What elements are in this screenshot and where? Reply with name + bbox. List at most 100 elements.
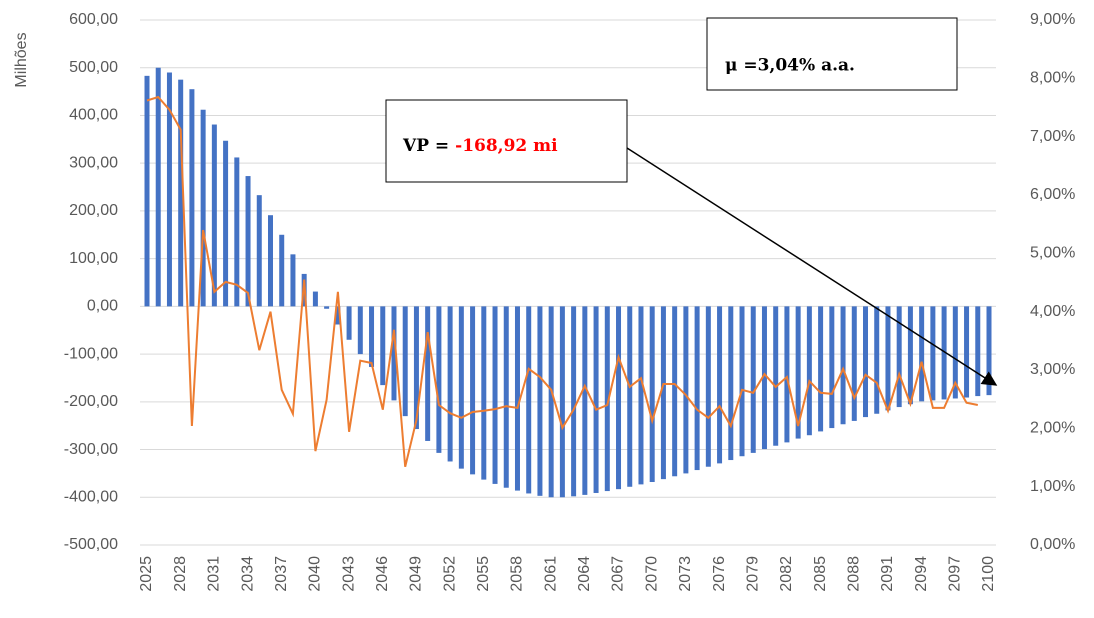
- bar: [717, 306, 723, 464]
- bar: [604, 306, 610, 492]
- annotation-vp-value: -168,92 mi: [455, 136, 558, 156]
- bar: [885, 306, 891, 411]
- x-tick-label: 2097: [947, 556, 964, 592]
- bar: [324, 306, 330, 309]
- bar: [952, 306, 958, 399]
- bar: [907, 306, 913, 405]
- bar: [964, 306, 970, 398]
- bar: [548, 306, 554, 498]
- bar: [919, 306, 925, 402]
- y-tick-label: 100,00: [69, 250, 118, 267]
- bar: [750, 306, 756, 453]
- y-tick-label: 200,00: [69, 202, 118, 219]
- bar: [863, 306, 869, 418]
- x-tick-label: 2091: [879, 556, 896, 592]
- bar: [818, 306, 824, 432]
- x-tick-label: 2052: [441, 556, 458, 592]
- bar: [144, 75, 150, 307]
- x-tick-label: 2025: [138, 556, 155, 592]
- bar: [436, 306, 442, 453]
- x-tick-label: 2088: [845, 556, 862, 592]
- bar: [840, 306, 846, 425]
- annotation-vp: VP = -168,92 mi: [402, 136, 558, 156]
- y-tick-label: 400,00: [69, 107, 118, 124]
- x-tick-label: 2064: [576, 556, 593, 592]
- y-tick-label: -300,00: [64, 441, 118, 458]
- x-tick-label: 2028: [172, 556, 189, 592]
- annotation-mean: μ =3,04% a.a.: [725, 56, 855, 76]
- y-tick-label: 0,00: [87, 298, 118, 315]
- annotation-vp-prefix: VP =: [402, 136, 449, 156]
- bar: [660, 306, 666, 480]
- bar: [941, 306, 947, 400]
- bar: [705, 306, 711, 467]
- x-tick-label: 2094: [913, 556, 930, 592]
- bar: [728, 306, 734, 461]
- y2-tick-label: 1,00%: [1030, 478, 1075, 495]
- bar: [526, 306, 532, 494]
- x-tick-label: 2049: [408, 556, 425, 592]
- line: [146, 95, 978, 468]
- bar: [413, 306, 419, 430]
- annotation-box: [706, 17, 958, 91]
- y2-tick-label: 4,00%: [1030, 303, 1075, 320]
- x-tick-label: 2076: [711, 556, 728, 592]
- bar: [537, 306, 543, 496]
- y2-tick-label: 6,00%: [1030, 186, 1075, 203]
- bar: [211, 124, 217, 307]
- bar: [582, 306, 588, 495]
- y-tick-label: 500,00: [69, 59, 118, 76]
- x-tick-label: 2067: [610, 556, 627, 592]
- x-tick-label: 2058: [509, 556, 526, 592]
- annotation-box: [385, 99, 628, 183]
- bar: [683, 306, 689, 474]
- x-tick-label: 2079: [744, 556, 761, 592]
- y-tick-label: 300,00: [69, 154, 118, 171]
- annotation-arrow: [626, 147, 998, 386]
- bar: [874, 306, 880, 414]
- bar: [425, 306, 431, 441]
- bar: [694, 306, 700, 471]
- bar: [290, 254, 296, 307]
- bar: [761, 306, 767, 450]
- bar: [245, 176, 251, 307]
- x-tick-label: 2055: [475, 556, 492, 592]
- bar: [458, 306, 464, 469]
- bar: [795, 306, 801, 439]
- x-tick-label: 2037: [273, 556, 290, 592]
- bar: [267, 215, 273, 307]
- x-tick-label: 2073: [677, 556, 694, 592]
- bar: [369, 306, 375, 367]
- bar: [470, 306, 476, 475]
- bar: [559, 306, 565, 498]
- plot-area: -500,00 -400,00 -300,00 -200,00 -100,00 0,00 1…: [64, 11, 1076, 591]
- x-tick-label: 2046: [374, 556, 391, 592]
- bar: [616, 306, 622, 490]
- bar: [672, 306, 678, 477]
- bar: [335, 306, 341, 325]
- y2-tick-label: 5,00%: [1030, 245, 1075, 262]
- bar: [346, 306, 352, 340]
- bar: [402, 306, 408, 417]
- bar: [256, 195, 262, 307]
- x-tick-label: 2061: [542, 556, 559, 592]
- x-tick-label: 2070: [643, 556, 660, 592]
- y-tick-label: -200,00: [64, 393, 118, 410]
- y-tick-label: -100,00: [64, 345, 118, 362]
- y-tick-label: -400,00: [64, 488, 118, 505]
- bar: [166, 72, 172, 307]
- x-tick-label: 2040: [307, 556, 324, 592]
- bar: [380, 306, 386, 386]
- bar: [357, 306, 363, 355]
- y-tick-label: 600,00: [69, 11, 118, 28]
- bar: [391, 306, 397, 401]
- bar: [975, 306, 981, 397]
- bar: [829, 306, 835, 429]
- bar: [514, 306, 520, 491]
- bar: [806, 306, 812, 436]
- bar: [447, 306, 453, 462]
- bar: [492, 306, 498, 484]
- bar: [155, 67, 161, 307]
- x-tick-label: 2100: [980, 556, 997, 592]
